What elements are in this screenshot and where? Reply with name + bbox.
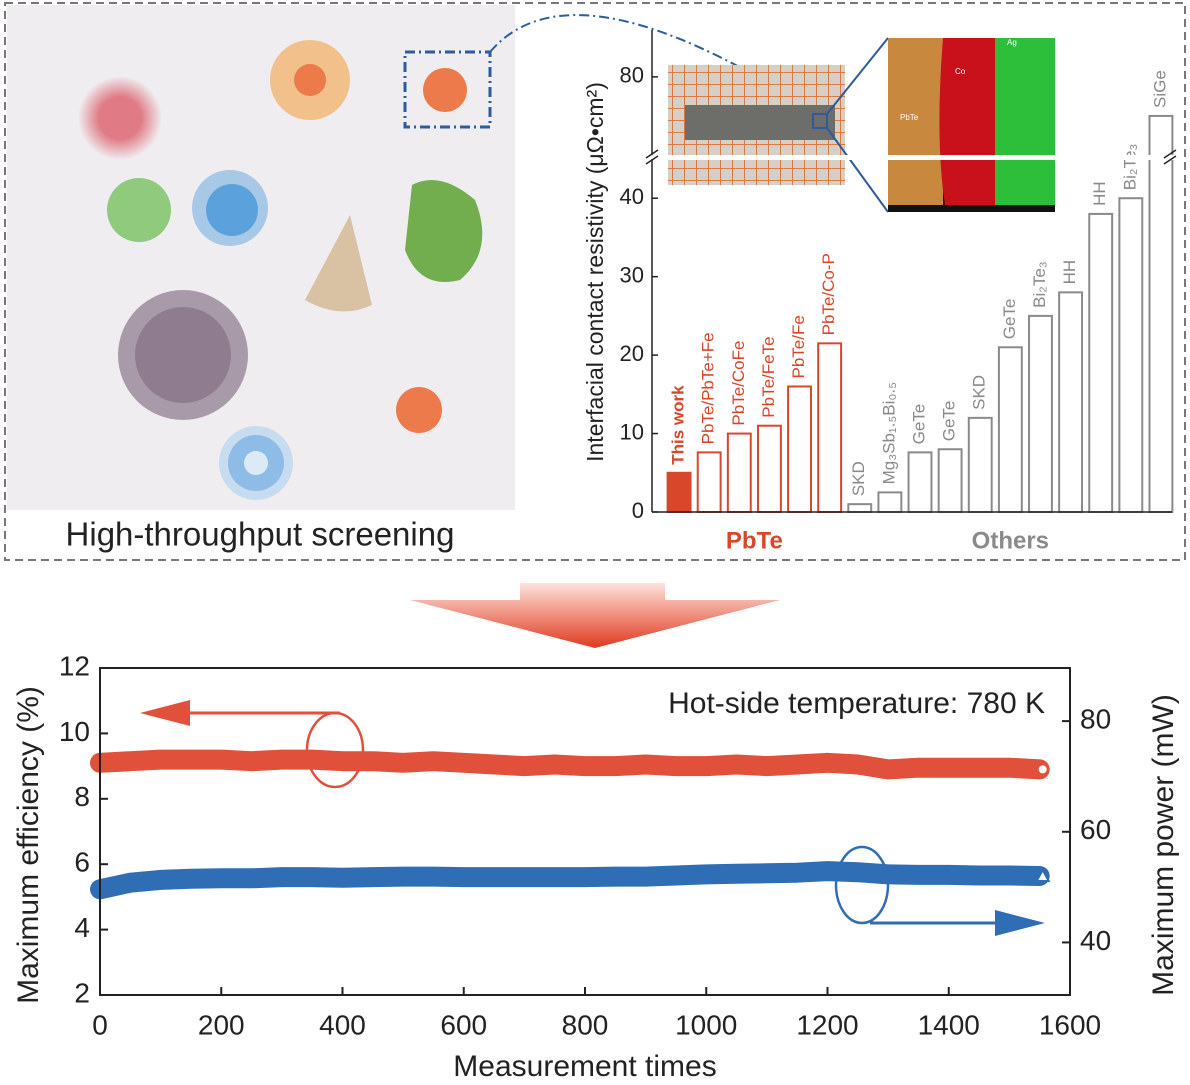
category-label: PbTe/Fe	[789, 315, 808, 378]
y2-tick-label: 40	[1080, 925, 1111, 956]
y-tick-label: 4	[74, 912, 90, 943]
bar	[787, 385, 812, 513]
inset-images	[668, 37, 1055, 213]
category-label: HH	[1060, 260, 1079, 285]
y-tick-label: 12	[59, 650, 90, 681]
bar	[756, 424, 782, 514]
flow-arrow	[410, 583, 780, 648]
bar	[1058, 291, 1084, 513]
bar	[1148, 114, 1174, 513]
category-label: GeTe	[1000, 299, 1019, 340]
x-tick-label: 200	[198, 1009, 245, 1040]
end-marker	[1035, 867, 1051, 883]
data-band	[90, 749, 1050, 780]
annotation: Hot-side temperature: 780 K	[668, 687, 1045, 720]
y-tick-label: 80	[620, 63, 644, 88]
x-tick-label: 1200	[796, 1009, 858, 1040]
bar	[847, 503, 873, 513]
panel-border	[4, 2, 1186, 561]
bar	[937, 448, 963, 513]
y-tick-label: 10	[620, 419, 644, 444]
y-tick-label: 10	[59, 716, 90, 747]
y-axis-label: Maximum efficiency (%)	[12, 686, 45, 1004]
category-label: This work	[669, 385, 688, 465]
y-tick-label: 2	[74, 977, 90, 1008]
category-label: SKD	[970, 375, 989, 410]
category-label: HH	[1090, 181, 1109, 206]
x-tick-label: 800	[562, 1009, 609, 1040]
y-tick-label: 8	[74, 781, 90, 812]
y2-tick-label: 60	[1080, 814, 1111, 845]
x-tick-label: 400	[319, 1009, 366, 1040]
category-label: PbTe/PbTe+Fe	[699, 332, 718, 444]
bar	[666, 471, 692, 513]
inset-label: Ag	[1007, 38, 1017, 47]
y-tick-label: 0	[632, 498, 644, 523]
end-marker	[1036, 763, 1049, 776]
group-label: Others	[972, 527, 1049, 554]
series-indicator	[995, 910, 1045, 936]
axis-break	[642, 155, 1182, 160]
group-label: PbTe	[726, 527, 783, 554]
break-mark	[1163, 155, 1177, 165]
y-tick-label: 6	[74, 847, 90, 878]
bar	[877, 491, 903, 513]
bar	[726, 432, 752, 513]
series-indicator	[140, 700, 190, 726]
bar	[1088, 212, 1114, 514]
bar	[997, 346, 1023, 513]
y-tick-label: 40	[620, 184, 644, 209]
category-label: SKD	[849, 461, 868, 496]
y2-axis-label: Maximum power (mW)	[1147, 694, 1180, 996]
bar	[696, 451, 722, 514]
category-label: PbTe/CoFe	[729, 341, 748, 426]
panel-label: High-throughput screening	[66, 516, 455, 553]
category-label: SiGe	[1150, 70, 1169, 108]
series-indicator	[834, 845, 890, 925]
x-tick-label: 1000	[675, 1009, 737, 1040]
y2-tick-label: 80	[1080, 704, 1111, 735]
category-label: GeTe	[940, 401, 959, 442]
category-label: PbTe/FeTe	[759, 336, 778, 417]
screening-illustration	[7, 5, 746, 510]
bar	[967, 416, 993, 513]
category-label: GeTe	[909, 404, 928, 445]
bar	[1118, 197, 1144, 513]
data-band	[90, 861, 1050, 900]
inset-label: PbTe	[900, 113, 919, 122]
category-label: PbTe/Co-P	[819, 253, 838, 335]
category-label: Mg₃Sb₁.₅Bi₀.₅	[879, 382, 898, 484]
x-tick-label: 1600	[1039, 1009, 1101, 1040]
x-tick-label: 0	[92, 1009, 108, 1040]
y-axis-label: Interfacial contact resistivity (μΩ•cm²)	[582, 82, 608, 462]
bar	[1028, 314, 1053, 513]
y-tick-label: 20	[620, 341, 644, 366]
x-axis-label: Measurement times	[453, 1050, 716, 1083]
y-tick-label: 30	[620, 262, 644, 287]
inset-label: Co	[955, 67, 966, 76]
bar	[907, 451, 933, 514]
break-mark	[1163, 149, 1177, 159]
category-label: Bi₂Te₃	[1120, 144, 1139, 191]
bar	[817, 342, 843, 513]
x-tick-label: 1400	[918, 1009, 980, 1040]
category-label: Bi₂Te₃	[1030, 261, 1049, 308]
x-tick-label: 600	[440, 1009, 487, 1040]
